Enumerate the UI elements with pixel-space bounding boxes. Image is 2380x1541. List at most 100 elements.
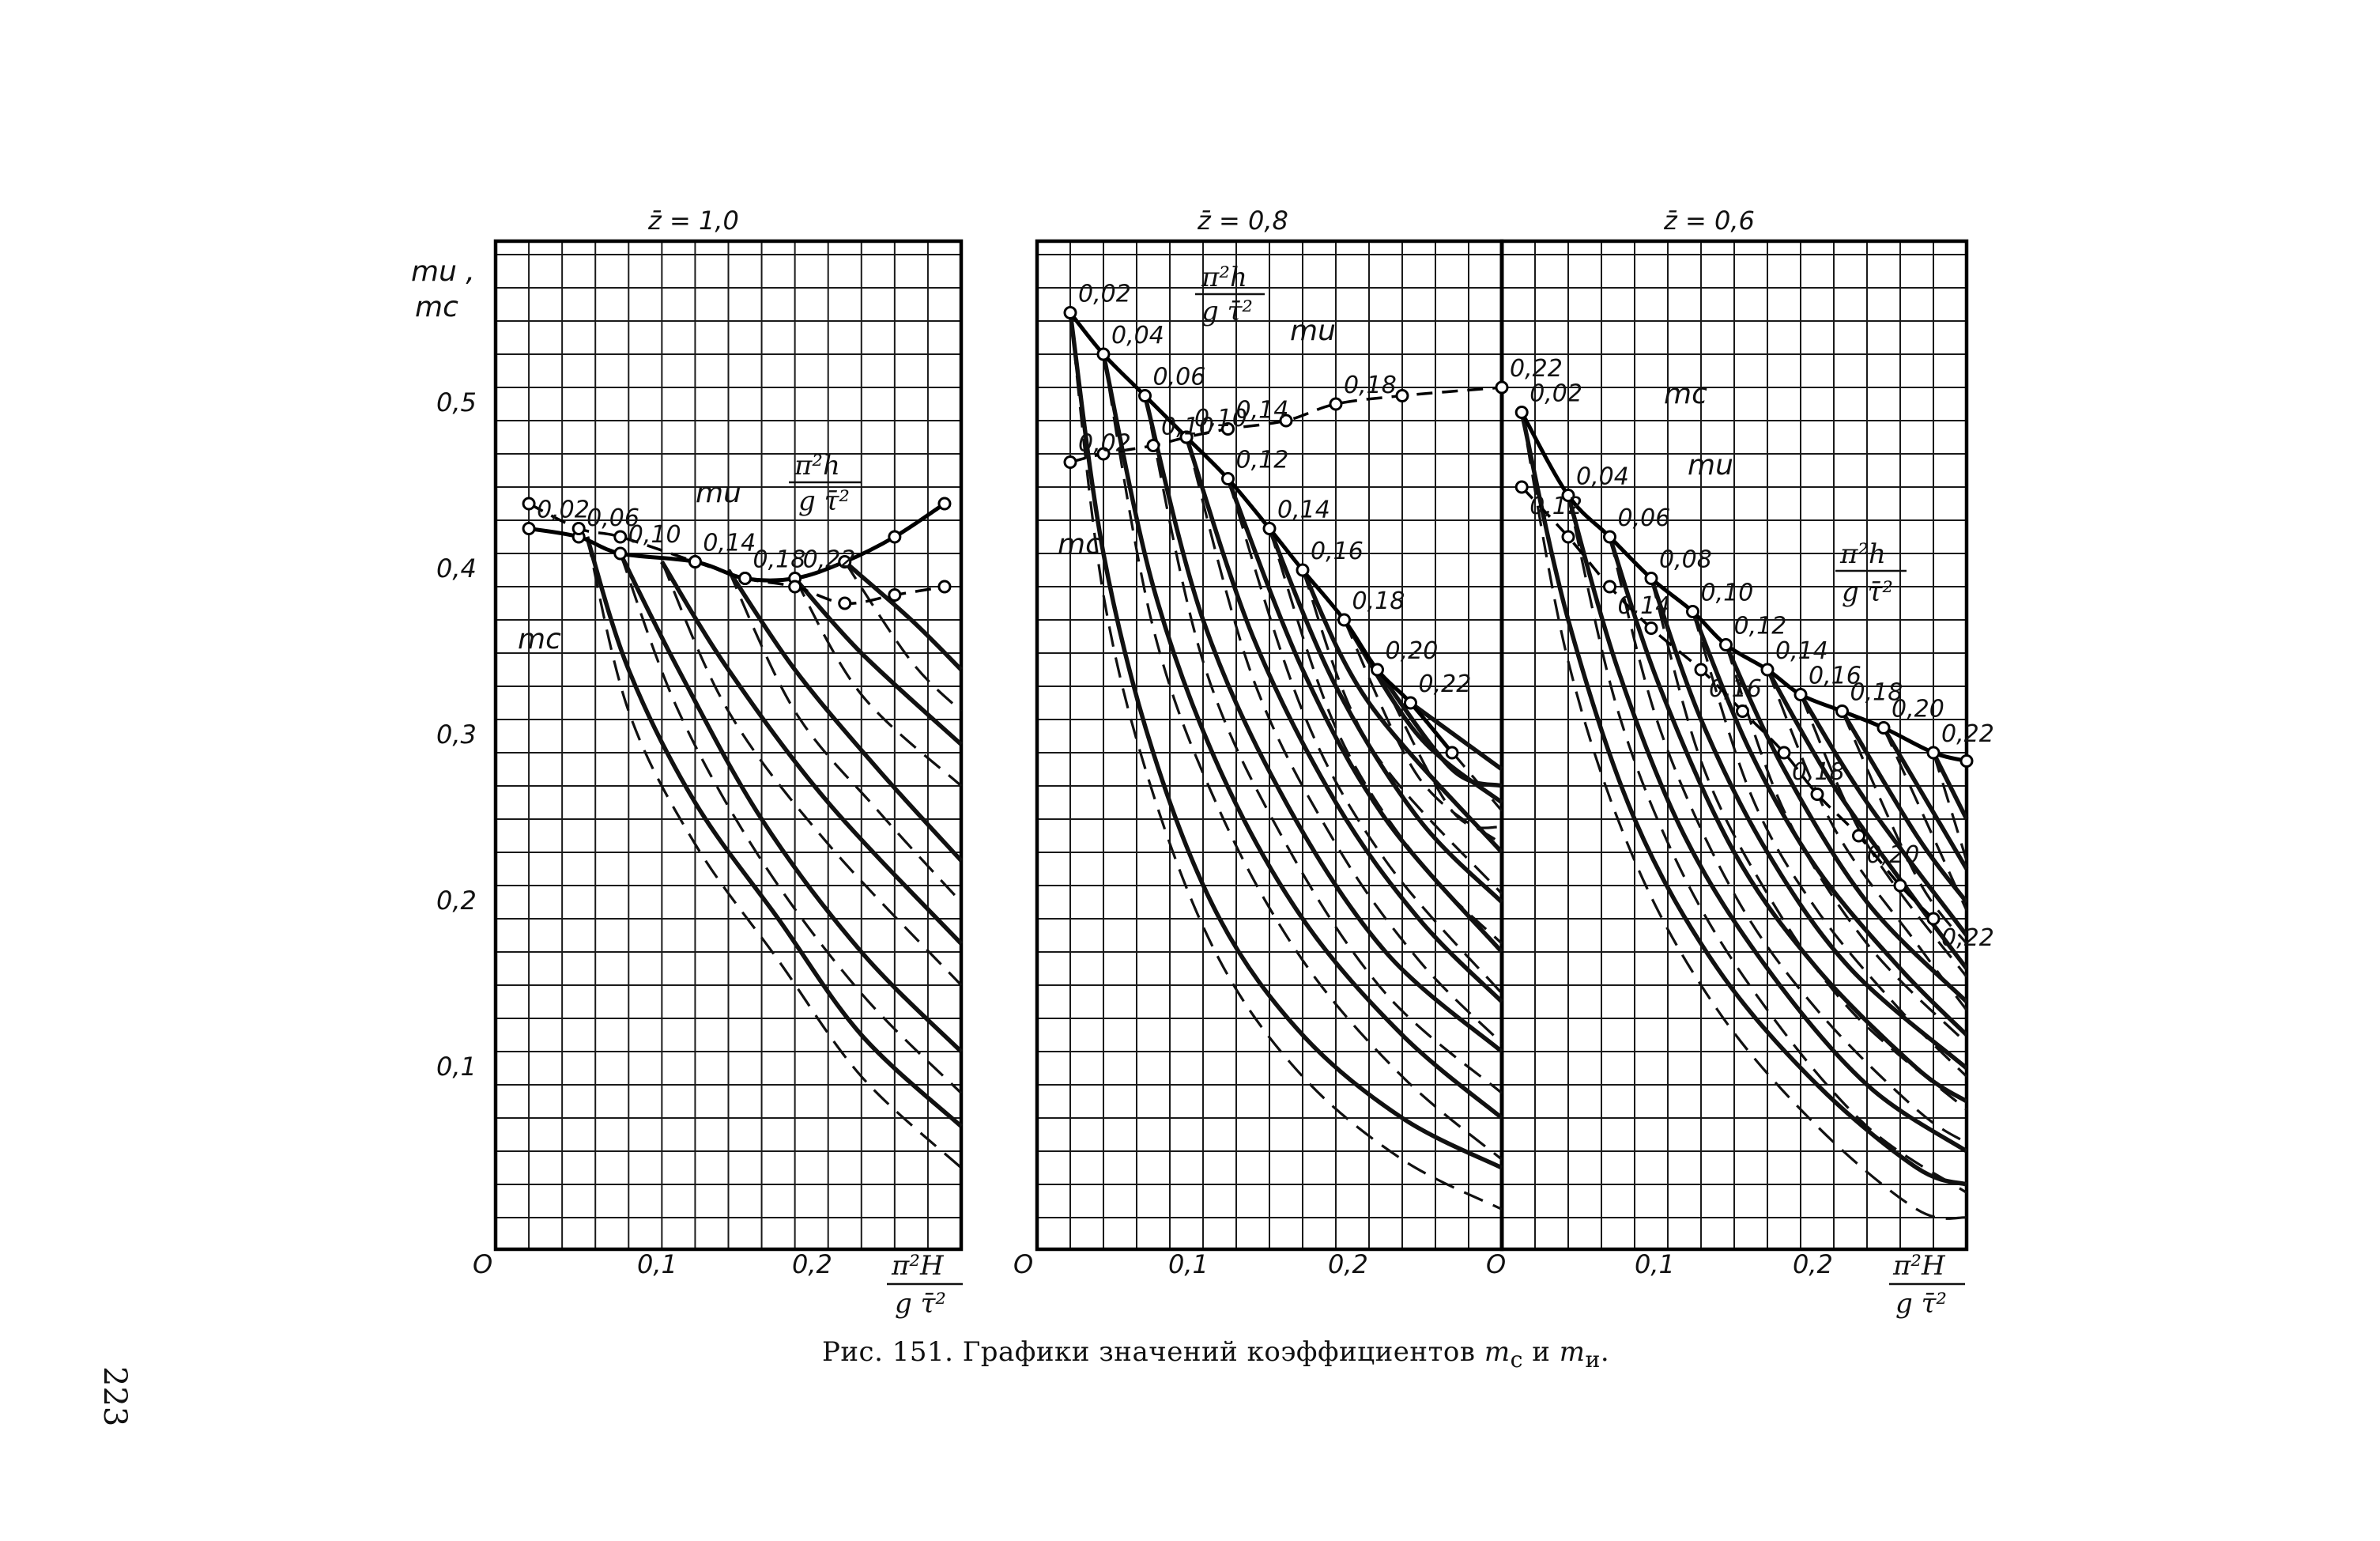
h-value-label: 0,14 xyxy=(1277,497,1330,524)
mu-marker xyxy=(1495,380,1509,395)
mu-curve-2-8 xyxy=(1841,710,1968,945)
mu-marker xyxy=(1221,422,1235,436)
y-tick-0.2: 0,2 xyxy=(436,886,477,916)
mu-curve-1-8 xyxy=(1376,669,1503,829)
mc-curve-2-1 xyxy=(1566,494,1968,1154)
h-value-label: 0,18 xyxy=(1850,679,1903,707)
h-value-label: 0,08 xyxy=(1659,546,1712,574)
h-value-label: 0,10 xyxy=(1701,580,1754,607)
mc-marker xyxy=(1404,696,1417,710)
mu-marker xyxy=(688,555,702,568)
h-value-label: 0,06 xyxy=(587,504,639,532)
h-value-label-mu: 0,20 xyxy=(1867,841,1920,869)
mc-curve-2-5 xyxy=(1724,644,1968,1003)
mu-marker xyxy=(1644,621,1658,635)
mc-curve-1-1 xyxy=(1101,353,1503,1120)
y-tick-0.1: 0,1 xyxy=(436,1052,477,1082)
h-value-label: 0,12 xyxy=(1734,613,1787,640)
mc-curve-1-9 xyxy=(1409,701,1503,772)
h-value-label: 0,02 xyxy=(1078,281,1131,308)
h-label-num-p1: π²h xyxy=(794,450,840,482)
mc-marker xyxy=(937,497,952,511)
mu-marker xyxy=(937,580,952,594)
mc-curve-0-1 xyxy=(618,552,963,1053)
caption-mi: m xyxy=(1559,1336,1586,1368)
y-tick-0.3: 0,3 xyxy=(436,720,477,750)
mu-curve-2-6 xyxy=(1766,669,1968,1011)
x-tick-p2-0.1: 0,1 xyxy=(1168,1249,1209,1279)
h-value-label-mu: 0,16 xyxy=(1709,675,1762,703)
h-label-den-p1: g τ̄² xyxy=(798,485,850,517)
mc-marker xyxy=(1514,406,1529,419)
mc-curve-0-3 xyxy=(726,568,964,863)
mc-marker xyxy=(1296,563,1310,577)
mu-marker xyxy=(1694,663,1708,677)
h-value-label-mu: 0,14 xyxy=(1236,397,1289,425)
mu-marker xyxy=(1096,447,1111,461)
mu-curve-1-5 xyxy=(1268,527,1503,945)
mu-curve-2-5 xyxy=(1724,644,1968,1044)
mu-marker xyxy=(1736,704,1749,718)
mu-curve-2-0 xyxy=(1520,412,1967,1220)
mu-label-p2: mu xyxy=(1290,315,1336,347)
mc-label-p1: mc xyxy=(518,623,561,655)
mc-marker xyxy=(1603,530,1616,544)
mu-curve-1-7 xyxy=(1343,619,1503,845)
h-value-label: 0,22 xyxy=(1941,720,1994,748)
mu-marker xyxy=(1561,530,1575,544)
figure-caption: Рис. 151. Графики значений коэффициентов… xyxy=(822,1336,1609,1373)
mc-curve-1-3 xyxy=(1184,436,1503,1003)
h-value-label: 0,20 xyxy=(1386,637,1439,665)
mc-marker xyxy=(1445,746,1459,760)
mc-curve-2-2 xyxy=(1607,536,1968,1104)
h-value-label-mu: 0,22 xyxy=(1510,355,1563,383)
mu-marker xyxy=(1603,580,1616,594)
mu-marker xyxy=(1810,787,1824,801)
mc-marker xyxy=(1686,605,1699,618)
marker-layer xyxy=(522,306,1974,926)
panel-title-z06: z̄ = 0,6 xyxy=(1663,206,1755,236)
mc-marker xyxy=(522,522,536,535)
mc-marker xyxy=(888,530,902,544)
mc-curve-2-0 xyxy=(1519,411,1967,1187)
mc-label-p2: mc xyxy=(1058,528,1101,561)
mu-curve-1-3 xyxy=(1185,436,1503,1044)
h-label-den-p2: g τ̄² xyxy=(1201,296,1253,327)
page-number: 223 xyxy=(96,1366,133,1427)
h-label-num-p3: π²h xyxy=(1839,538,1886,570)
h-value-label-mu: 0,18 xyxy=(1792,758,1845,786)
mu-curve-1-6 xyxy=(1301,569,1503,895)
caption-mc-sub: с xyxy=(1510,1346,1523,1373)
mc-curve-1-0 xyxy=(1068,312,1503,1170)
h-value-label: 0,04 xyxy=(1111,322,1164,349)
mc-marker xyxy=(1063,306,1077,319)
mu-label-p3: mu xyxy=(1688,449,1733,482)
h-value-label: 0,14 xyxy=(703,530,756,557)
mu-marker xyxy=(522,497,536,511)
mc-marker xyxy=(1719,638,1733,652)
panel-frame xyxy=(493,239,964,1252)
h-value-label: 0,18 xyxy=(753,546,806,574)
mu-marker xyxy=(1852,829,1865,843)
x-tick-p1-0.2: 0,2 xyxy=(792,1249,832,1279)
mu-marker xyxy=(1279,414,1293,428)
y-tick-0.4: 0,4 xyxy=(436,553,477,584)
x-tick-p1-0.1: 0,1 xyxy=(637,1249,677,1279)
mu-marker xyxy=(838,596,852,610)
mu-curve-0-5 xyxy=(843,561,963,712)
mu-curve-2-1 xyxy=(1567,495,1967,1194)
mu-curve-0-3 xyxy=(727,569,963,904)
mc-marker xyxy=(1835,704,1849,718)
mc-curve-2-8 xyxy=(1840,710,1969,904)
mu-curve-2-7 xyxy=(1799,693,1968,978)
mc-marker xyxy=(1262,522,1277,535)
mu-marker xyxy=(1893,878,1907,893)
mu-marker xyxy=(1514,480,1529,494)
mc-curve-2-7 xyxy=(1798,693,1969,937)
h-value-label: 0,02 xyxy=(1529,380,1582,408)
mu-curve-2-4 xyxy=(1691,611,1968,1078)
mc-curve-0-0 xyxy=(585,536,963,1128)
mu-marker xyxy=(788,580,802,594)
mc-marker xyxy=(838,555,852,568)
h-value-label-mu: 0,14 xyxy=(1618,592,1671,620)
